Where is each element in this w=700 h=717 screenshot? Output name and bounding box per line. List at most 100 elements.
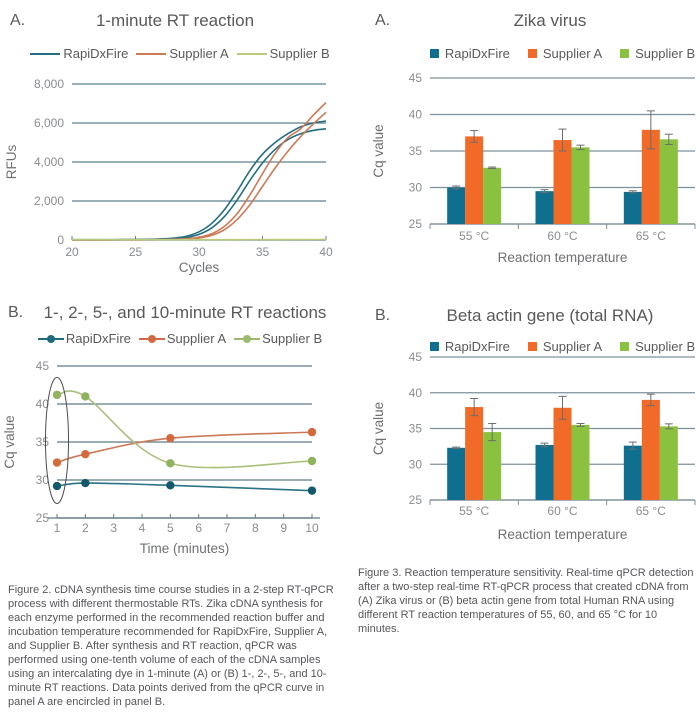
svg-text:55 °C: 55 °C bbox=[459, 229, 489, 243]
line-dot-swatch-icon bbox=[37, 334, 64, 344]
svg-text:1: 1 bbox=[54, 521, 61, 535]
legend-item: Supplier A bbox=[527, 339, 603, 354]
svg-text:RFUs: RFUs bbox=[4, 145, 19, 180]
svg-text:40: 40 bbox=[409, 108, 423, 122]
legend-label: Supplier B bbox=[635, 339, 696, 354]
svg-text:3: 3 bbox=[110, 521, 117, 535]
svg-text:65 °C: 65 °C bbox=[636, 504, 666, 518]
legend-beta-actin: RapiDxFire Supplier A Supplier B bbox=[425, 339, 700, 354]
svg-text:60 °C: 60 °C bbox=[547, 229, 577, 243]
square-swatch-icon bbox=[429, 342, 439, 351]
legend-item: Supplier B bbox=[620, 339, 695, 354]
panel-label-a-left: A. bbox=[10, 12, 26, 29]
svg-text:10: 10 bbox=[305, 521, 319, 535]
svg-text:45: 45 bbox=[409, 71, 423, 85]
svg-text:60 °C: 60 °C bbox=[547, 504, 577, 518]
svg-text:9: 9 bbox=[280, 521, 287, 535]
legend-item: Supplier A bbox=[136, 46, 229, 61]
legend-zika: RapiDxFire Supplier A Supplier B bbox=[425, 46, 700, 61]
caption-figure-2: Figure 2. cDNA synthesis time course stu… bbox=[8, 584, 334, 708]
line-swatch-icon bbox=[30, 52, 61, 55]
svg-text:Cycles: Cycles bbox=[179, 260, 220, 275]
legend-label: Supplier B bbox=[262, 331, 323, 346]
chart-title-time-course: 1-, 2-, 5-, and 10-minute RT reactions bbox=[43, 303, 327, 322]
legend-label: Supplier A bbox=[169, 46, 229, 61]
panel-rt-1min: A. 1-minute RT reaction RapiDxFire Suppl… bbox=[0, 0, 350, 295]
legend-label: RapiDxFire bbox=[65, 331, 131, 346]
legend-item: Supplier B bbox=[236, 46, 330, 61]
svg-text:55 °C: 55 °C bbox=[459, 504, 489, 518]
svg-text:30: 30 bbox=[409, 181, 423, 195]
amplification-line-chart: 0 2,000 4,000 6,000 8,000 20 25 30 35 40 Cycles RFU… bbox=[4, 77, 333, 275]
svg-text:7: 7 bbox=[224, 521, 231, 535]
legend-label: RapiDxFire bbox=[444, 339, 510, 354]
line-dot-swatch-icon bbox=[234, 334, 261, 344]
svg-text:25: 25 bbox=[129, 245, 143, 259]
legend-label: RapiDxFire bbox=[444, 46, 510, 61]
svg-text:Cq value: Cq value bbox=[371, 124, 386, 177]
svg-text:Reaction temperature: Reaction temperature bbox=[498, 527, 628, 542]
svg-text:2: 2 bbox=[82, 521, 89, 535]
panel-label-b-right: B. bbox=[375, 307, 391, 324]
svg-text:4,000: 4,000 bbox=[34, 155, 64, 169]
legend-label: Supplier A bbox=[542, 339, 603, 354]
square-swatch-icon bbox=[527, 49, 537, 58]
svg-text:45: 45 bbox=[36, 359, 50, 373]
legend-rt-1min: RapiDxFire Supplier A Supplier B bbox=[20, 46, 340, 61]
svg-text:6,000: 6,000 bbox=[34, 116, 64, 130]
legend-label: Supplier B bbox=[635, 46, 696, 61]
chart-title-zika: Zika virus bbox=[513, 11, 587, 30]
chart-title-beta-actin: Beta actin gene (total RNA) bbox=[446, 306, 654, 325]
svg-text:35: 35 bbox=[409, 144, 423, 158]
svg-text:30: 30 bbox=[409, 457, 423, 471]
svg-text:40: 40 bbox=[36, 397, 50, 411]
square-swatch-icon bbox=[620, 342, 630, 351]
chart-title-rt-1min: 1-minute RT reaction bbox=[95, 11, 255, 30]
panel-zika-virus: A. Zika virus RapiDxFire Supplier A Supp… bbox=[350, 0, 700, 295]
beta-actin-bar-chart: 25 30 35 40 45 55 °C 60 °C 65 °C Reaction temper… bbox=[371, 350, 696, 542]
svg-text:2,000: 2,000 bbox=[34, 194, 64, 208]
legend-item: RapiDxFire bbox=[37, 331, 131, 346]
svg-text:35: 35 bbox=[256, 245, 270, 259]
svg-text:40: 40 bbox=[409, 386, 423, 400]
legend-item: Supplier A bbox=[527, 46, 603, 61]
legend-item: RapiDxFire bbox=[429, 46, 510, 61]
legend-item: RapiDxFire bbox=[429, 339, 510, 354]
svg-text:30: 30 bbox=[36, 473, 50, 487]
zika-bar-chart: 25 30 35 40 45 55 °C 60 °C 65 °C Reaction temper… bbox=[371, 71, 696, 265]
svg-text:65 °C: 65 °C bbox=[636, 229, 666, 243]
svg-text:35: 35 bbox=[409, 422, 423, 436]
caption-figure-3: Figure 3. Reaction temperature sensitivi… bbox=[358, 567, 694, 635]
svg-text:Reaction temperature: Reaction temperature bbox=[498, 250, 628, 265]
legend-item: RapiDxFire bbox=[30, 46, 128, 61]
svg-text:Time (minutes): Time (minutes) bbox=[140, 541, 230, 556]
legend-label: Supplier A bbox=[166, 331, 227, 346]
panel-label-a-right: A. bbox=[375, 12, 391, 29]
legend-item: Supplier B bbox=[620, 46, 695, 61]
svg-text:25: 25 bbox=[409, 493, 423, 507]
square-swatch-icon bbox=[429, 49, 439, 58]
svg-text:30: 30 bbox=[192, 245, 206, 259]
svg-text:40: 40 bbox=[319, 245, 333, 259]
svg-text:0: 0 bbox=[57, 233, 64, 247]
line-dot-swatch-icon bbox=[138, 334, 165, 344]
legend-item: Supplier B bbox=[234, 331, 322, 346]
legend-time-course: RapiDxFire Supplier A Supplier B bbox=[20, 331, 340, 346]
svg-text:35: 35 bbox=[36, 435, 50, 449]
svg-text:4: 4 bbox=[139, 521, 146, 535]
svg-text:20: 20 bbox=[65, 245, 79, 259]
svg-text:45: 45 bbox=[409, 350, 423, 364]
svg-text:25: 25 bbox=[36, 511, 50, 525]
svg-text:6: 6 bbox=[195, 521, 202, 535]
line-swatch-icon bbox=[236, 52, 267, 55]
svg-text:8: 8 bbox=[252, 521, 259, 535]
svg-text:5: 5 bbox=[167, 521, 174, 535]
legend-item: Supplier A bbox=[138, 331, 227, 346]
svg-text:8,000: 8,000 bbox=[34, 77, 64, 91]
legend-label: Supplier A bbox=[542, 46, 603, 61]
line-swatch-icon bbox=[136, 52, 167, 55]
panel-beta-actin: B. Beta actin gene (total RNA) RapiDxFir… bbox=[350, 295, 700, 585]
panel-label-b-left: B. bbox=[8, 304, 24, 321]
svg-text:Cq value: Cq value bbox=[371, 402, 386, 455]
square-swatch-icon bbox=[620, 49, 630, 58]
